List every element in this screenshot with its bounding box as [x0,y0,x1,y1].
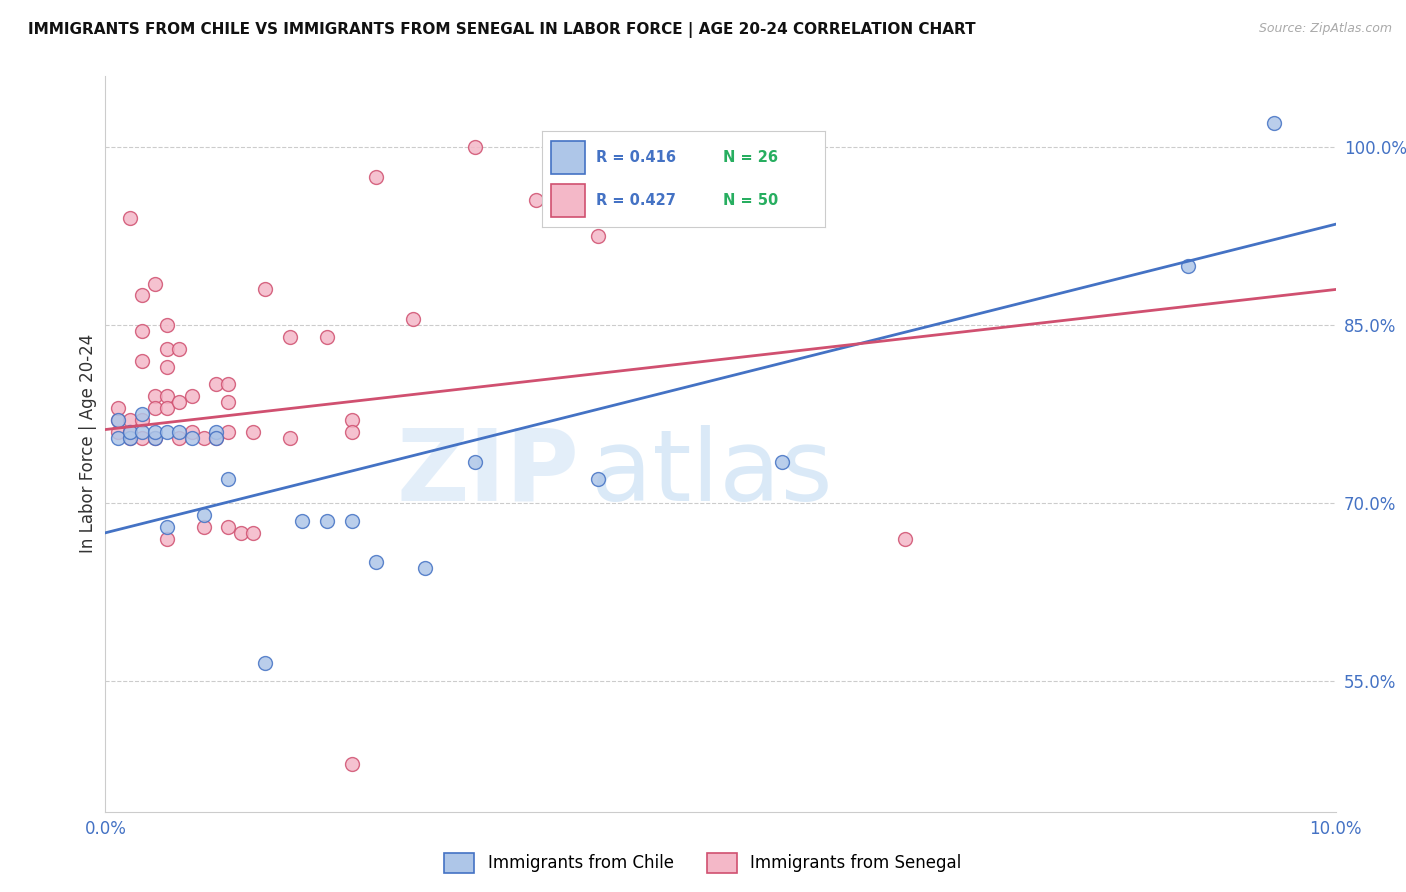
Point [169,395,191,409]
Point [156,318,179,332]
Point [169,431,191,445]
Point [107,413,129,427]
Legend: Immigrants from Chile, Immigrants from Senegal: Immigrants from Chile, Immigrants from S… [437,847,969,880]
Point [205,431,228,445]
Point [180,425,202,439]
Point [340,514,363,528]
Point [242,425,264,439]
Point [143,425,166,439]
Point [131,431,153,445]
Point [131,407,153,421]
Point [242,525,264,540]
Point [143,431,166,445]
Point [464,140,486,154]
Point [402,312,425,326]
Point [107,401,129,416]
Point [143,389,166,403]
Text: IMMIGRANTS FROM CHILE VS IMMIGRANTS FROM SENEGAL IN LABOR FORCE | AGE 20-24 CORR: IMMIGRANTS FROM CHILE VS IMMIGRANTS FROM… [28,22,976,38]
Point [218,395,240,409]
Text: Source: ZipAtlas.com: Source: ZipAtlas.com [1258,22,1392,36]
Point [1177,259,1199,273]
Point [169,425,191,439]
Point [894,532,917,546]
Point [586,229,609,244]
Point [229,525,252,540]
Point [180,431,202,445]
Point [710,140,733,154]
Point [193,520,215,534]
Point [254,283,277,297]
Point [120,425,141,439]
Point [586,472,609,486]
Point [156,532,179,546]
Point [464,454,486,468]
Point [278,330,301,344]
Point [205,431,228,445]
Point [156,389,179,403]
Point [366,169,388,184]
Point [340,413,363,427]
Point [524,194,547,208]
Point [131,413,153,427]
Point [143,431,166,445]
Point [415,561,437,575]
Point [120,211,141,226]
Point [315,514,337,528]
Point [156,425,179,439]
Point [218,520,240,534]
Point [315,330,337,344]
Point [131,324,153,338]
Point [107,425,129,439]
Point [291,514,314,528]
Point [143,277,166,291]
Point [1263,116,1285,130]
Point [205,425,228,439]
Point [218,377,240,392]
Point [131,353,153,368]
Point [120,431,141,445]
Point [770,454,793,468]
Point [156,520,179,534]
Point [143,401,166,416]
Point [120,431,141,445]
Point [278,431,301,445]
Point [218,472,240,486]
Y-axis label: In Labor Force | Age 20-24: In Labor Force | Age 20-24 [79,334,97,553]
Point [205,377,228,392]
Point [193,431,215,445]
Point [156,342,179,356]
Point [340,425,363,439]
Text: ZIP: ZIP [396,425,579,522]
Point [131,288,153,302]
Point [156,401,179,416]
Point [254,657,277,671]
Point [107,431,129,445]
Point [131,425,153,439]
Point [120,413,141,427]
Point [193,508,215,522]
Text: atlas: atlas [592,425,832,522]
Point [169,342,191,356]
Point [180,389,202,403]
Point [120,425,141,439]
Point [340,757,363,772]
Point [156,359,179,374]
Point [107,413,129,427]
Point [218,425,240,439]
Point [366,556,388,570]
